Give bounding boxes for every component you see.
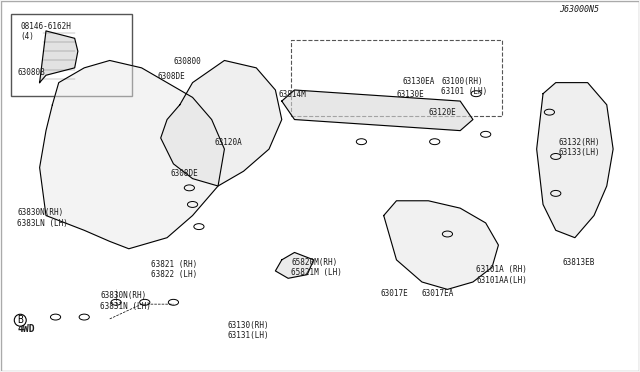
Text: 63813EB: 63813EB [562,258,595,267]
Text: 65820M(RH)
65821M (LH): 65820M(RH) 65821M (LH) [291,258,342,278]
Text: 63821 (RH)
63822 (LH): 63821 (RH) 63822 (LH) [151,260,197,279]
Text: 63120E: 63120E [428,109,456,118]
Text: 63130E: 63130E [396,90,424,99]
Text: 63120A: 63120A [215,138,243,147]
Text: 63132(RH)
63133(LH): 63132(RH) 63133(LH) [559,138,600,157]
Polygon shape [40,31,78,83]
Polygon shape [40,61,225,249]
Polygon shape [282,90,473,131]
Text: 6308DE: 6308DE [157,71,185,81]
Text: 63130EA: 63130EA [403,77,435,86]
Bar [291,40,502,116]
Text: J63000N5: J63000N5 [559,5,599,14]
Text: 63101A (RH)
63101AA(LH): 63101A (RH) 63101AA(LH) [476,265,527,285]
Text: 630800: 630800 [173,57,201,66]
Polygon shape [537,83,613,238]
Polygon shape [384,201,499,289]
Text: 63830N(RH)
6383LN (LH): 63830N(RH) 6383LN (LH) [17,208,68,228]
Text: 63017EA: 63017EA [422,289,454,298]
Text: 08146-6162H
(4): 08146-6162H (4) [20,22,72,41]
Bar [11,14,132,96]
Polygon shape [275,253,314,278]
Text: 63830N(RH)
63831N (LH): 63830N(RH) 63831N (LH) [100,291,151,311]
Text: 6308DE: 6308DE [170,169,198,179]
Text: 63017E: 63017E [381,289,408,298]
Text: 63814M: 63814M [278,90,307,99]
Text: 4WD: 4WD [17,324,35,334]
Text: 63130(RH)
63131(LH): 63130(RH) 63131(LH) [228,321,269,340]
Text: B: B [17,315,23,325]
Text: 63080B: 63080B [17,68,45,77]
Text: 63100(RH)
63101 (LH): 63100(RH) 63101 (LH) [441,77,487,96]
Polygon shape [161,61,282,186]
